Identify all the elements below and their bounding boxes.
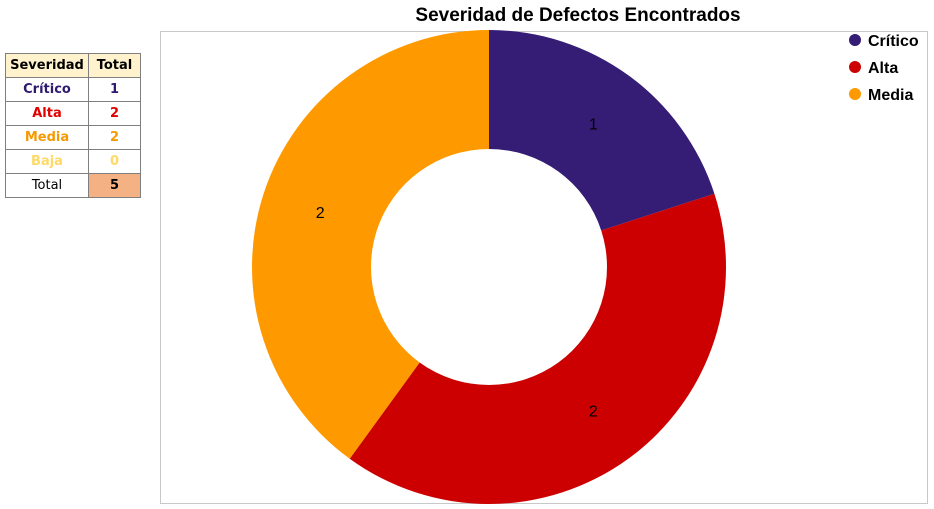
severity-summary-table: Severidad Total Crítico 1 Alta 2 Media 2… <box>5 53 141 198</box>
table-header-row: Severidad Total <box>5 53 141 78</box>
table-row: Baja 0 <box>5 149 141 174</box>
data-label-0: 1 <box>589 116 598 133</box>
row-label-critico: Crítico <box>5 77 89 102</box>
data-label-2: 2 <box>316 205 325 222</box>
chart-legend: Crítico Alta Media <box>849 33 919 104</box>
row-value-media: 2 <box>88 125 141 150</box>
legend-marker-1 <box>849 61 861 73</box>
donut-slice-2 <box>252 30 489 459</box>
legend-marker-2 <box>849 88 861 100</box>
data-label-1: 2 <box>589 404 598 421</box>
header-total: Total <box>88 53 141 78</box>
table-row: Media 2 <box>5 125 141 150</box>
table-row: Crítico 1 <box>5 77 141 102</box>
legend-label-1: Alta <box>868 60 898 77</box>
donut-data-labels: 1 2 2 <box>316 116 598 420</box>
table-total-row: Total 5 <box>5 173 141 198</box>
donut-slices <box>252 30 726 504</box>
legend-marker-0 <box>849 34 861 46</box>
header-severidad: Severidad <box>5 53 89 78</box>
row-value-alta: 2 <box>88 101 141 126</box>
donut-slice-0 <box>489 30 715 231</box>
total-value: 5 <box>88 173 141 198</box>
row-label-media: Media <box>5 125 89 150</box>
donut-slice-1 <box>349 193 726 504</box>
chart-title: Severidad de Defectos Encontrados <box>415 5 740 26</box>
legend-label-0: Crítico <box>868 33 919 50</box>
table-row: Alta 2 <box>5 101 141 126</box>
legend-label-2: Media <box>868 87 913 104</box>
row-value-baja: 0 <box>88 149 141 174</box>
